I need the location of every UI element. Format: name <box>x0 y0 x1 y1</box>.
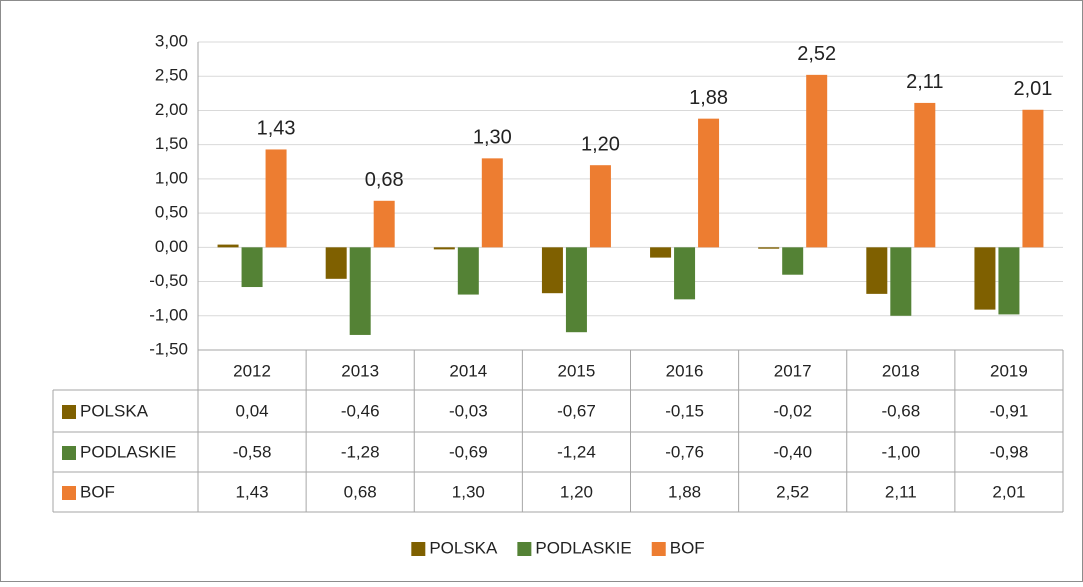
y-tick-label: 1,00 <box>155 168 188 187</box>
table-cell: -0,58 <box>233 442 272 461</box>
bar <box>589 165 611 248</box>
bar <box>806 74 828 248</box>
table-cell: -1,00 <box>881 442 920 461</box>
bar <box>914 102 936 248</box>
bar <box>481 158 503 248</box>
data-label: 2,11 <box>906 71 943 93</box>
y-tick-label: -1,00 <box>149 305 188 324</box>
table-cell: -0,02 <box>773 401 812 420</box>
table-cell: -0,15 <box>665 401 704 420</box>
table-cell: 1,30 <box>452 482 485 501</box>
bar <box>325 247 347 279</box>
table-cell: -1,28 <box>341 442 380 461</box>
bar <box>650 247 672 258</box>
y-tick-label: 2,50 <box>155 66 188 85</box>
legend-label: PODLASKIE <box>535 538 631 557</box>
legend-key <box>411 542 426 556</box>
bar <box>349 247 371 335</box>
bar <box>241 247 263 288</box>
legend-key <box>651 542 666 556</box>
x-tick-label: 2015 <box>558 361 596 380</box>
bar <box>433 247 455 250</box>
data-label: 1,30 <box>473 127 512 149</box>
x-tick-label: 2013 <box>341 361 379 380</box>
table-cell: 1,20 <box>560 482 593 501</box>
y-tick-label: -1,50 <box>149 339 188 358</box>
table-row-label: PODLASKIE <box>80 442 176 461</box>
table-cell: -0,46 <box>341 401 380 420</box>
data-label: 0,68 <box>365 169 404 191</box>
bar <box>974 247 996 310</box>
x-tick-label: 2014 <box>449 361 487 380</box>
table-cell: 1,88 <box>668 482 701 501</box>
y-tick-label: 0,00 <box>155 237 188 256</box>
table-cell: 1,43 <box>236 482 269 501</box>
table-cell: -0,40 <box>773 442 812 461</box>
x-tick-label: 2017 <box>774 361 812 380</box>
table-cell: -0,76 <box>665 442 704 461</box>
y-tick-label: 2,00 <box>155 100 188 119</box>
bar <box>217 244 239 248</box>
table-row-label: POLSKA <box>80 401 149 420</box>
bar <box>1022 109 1044 248</box>
y-tick-label: 0,50 <box>155 203 188 222</box>
legend-label: POLSKA <box>429 538 498 557</box>
legend-label: BOF <box>670 538 705 557</box>
y-tick-label: 1,50 <box>155 134 188 153</box>
table-cell: -0,98 <box>990 442 1029 461</box>
bar <box>457 247 479 295</box>
data-label: 2,01 <box>1013 78 1052 100</box>
bar <box>782 247 804 275</box>
x-tick-label: 2016 <box>666 361 704 380</box>
table-cell: -0,03 <box>449 401 488 420</box>
bar <box>265 149 287 248</box>
bar <box>998 247 1020 315</box>
table-cell: -0,67 <box>557 401 596 420</box>
y-tick-label: 3,00 <box>155 31 188 50</box>
data-label: 1,88 <box>689 87 728 109</box>
table-cell: 2,52 <box>776 482 809 501</box>
bar <box>565 247 587 333</box>
table-row-label: BOF <box>80 482 115 501</box>
bar <box>674 247 696 300</box>
table-cell: -0,68 <box>881 401 920 420</box>
bar <box>890 247 912 316</box>
table-cell: 0,68 <box>344 482 377 501</box>
table-cell: 2,01 <box>992 482 1025 501</box>
x-tick-label: 2012 <box>233 361 271 380</box>
bar <box>373 200 395 248</box>
legend-key <box>517 542 532 556</box>
data-label: 1,43 <box>257 118 296 140</box>
data-label: 1,20 <box>581 133 620 155</box>
table-legend-key <box>62 486 76 500</box>
bar <box>541 247 563 294</box>
table-cell: -1,24 <box>557 442 596 461</box>
y-tick-label: -0,50 <box>149 271 188 290</box>
x-tick-label: 2018 <box>882 361 920 380</box>
table-cell: -0,91 <box>990 401 1029 420</box>
table-cell: 0,04 <box>236 401 269 420</box>
table-legend-key <box>62 405 76 419</box>
x-tick-label: 2019 <box>990 361 1028 380</box>
data-label: 2,52 <box>797 43 836 65</box>
bar <box>758 247 780 249</box>
table-cell: 2,11 <box>885 482 917 501</box>
table-legend-key <box>62 446 76 460</box>
bar <box>698 118 720 248</box>
table-cell: -0,69 <box>449 442 488 461</box>
bar <box>866 247 888 294</box>
